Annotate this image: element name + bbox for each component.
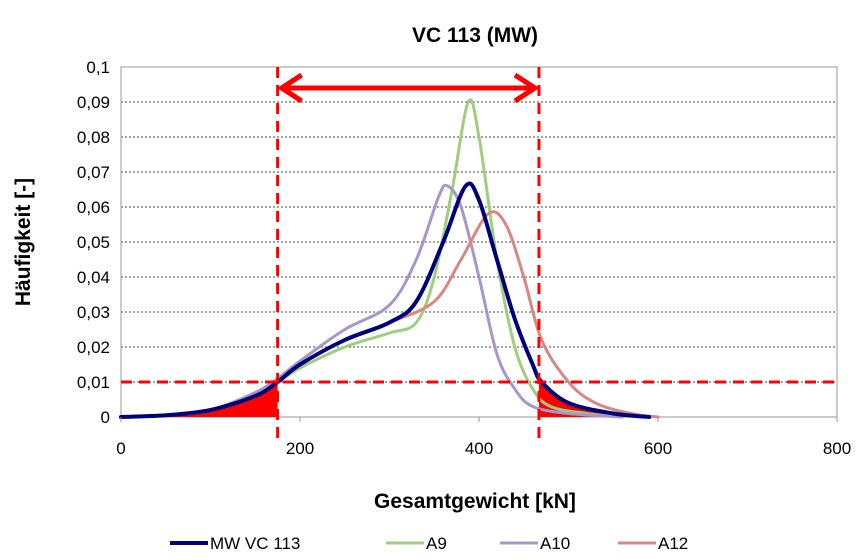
x-axis-title: Gesamtgewicht [kN] (374, 490, 576, 513)
x-tick-label: 0 (116, 439, 125, 458)
legend-label: A9 (426, 534, 447, 553)
y-tick-label: 0,05 (77, 233, 110, 252)
x-tick-label: 200 (286, 439, 314, 458)
y-tick-label: 0 (101, 408, 110, 427)
series-line (119, 98, 624, 419)
x-tick-labels: 0 200 400 600 800 (116, 417, 851, 458)
series-lines (119, 98, 660, 419)
x-tick-label: 400 (465, 439, 493, 458)
annotations (121, 67, 837, 445)
legend-label: A10 (540, 534, 570, 553)
y-tick-label: 0,04 (77, 268, 110, 287)
y-axis-title: Häufigkeit [-] (12, 178, 35, 306)
legend-label: A12 (658, 534, 688, 553)
y-tick-label: 0,09 (77, 93, 110, 112)
y-tick-label: 0,01 (77, 373, 110, 392)
legend-label: MW VC 113 (210, 534, 300, 553)
left-tail-fill (121, 382, 278, 417)
x-tick-label: 600 (644, 439, 672, 458)
arrow-head-right (513, 72, 540, 104)
y-tick-label: 0,07 (77, 163, 110, 182)
tail-fills (121, 380, 650, 417)
right-tail-fill (538, 380, 650, 417)
y-tick-label: 0,06 (77, 198, 110, 217)
x-tick-label: 800 (823, 439, 851, 458)
y-tick-label: 0,03 (77, 303, 110, 322)
series-line (119, 183, 624, 419)
arrow-head-left (277, 72, 303, 104)
y-tick-label: 0,02 (77, 338, 110, 357)
legend: MW VC 113 A9 A10 A12 (170, 534, 688, 553)
y-tick-label: 0,1 (86, 58, 110, 77)
chart-title: VC 113 (MW) (412, 24, 538, 47)
y-tick-label: 0,08 (77, 128, 110, 147)
y-tick-labels: 0 0,01 0,02 0,03 0,04 0,05 0,06 0,07 0,08 0,09 0,1 (77, 58, 110, 427)
